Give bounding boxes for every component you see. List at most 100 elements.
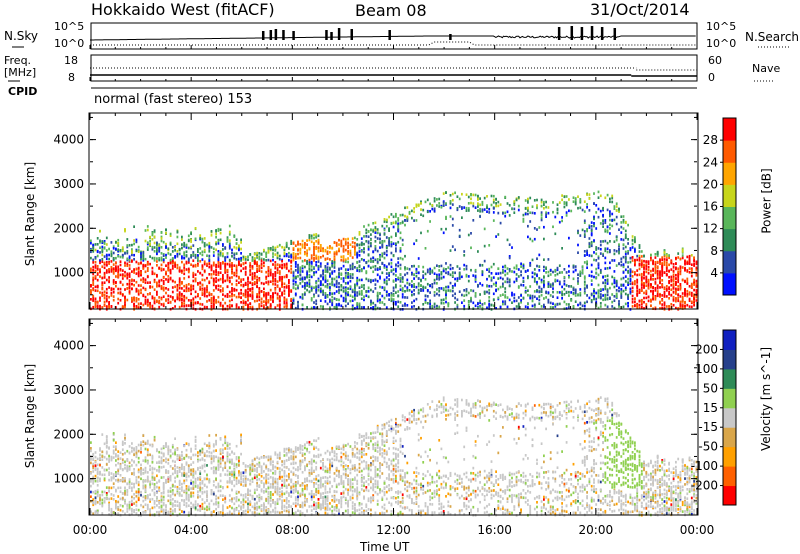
range-cell	[577, 282, 579, 285]
range-cell	[99, 269, 101, 272]
range-cell	[679, 300, 682, 304]
range-cell	[171, 307, 174, 310]
range-cell	[672, 279, 675, 282]
range-cell	[197, 262, 199, 266]
range-cell	[654, 298, 657, 301]
range-cell	[119, 497, 122, 501]
range-cell	[192, 253, 195, 256]
range-cell	[629, 290, 632, 293]
range-cell	[360, 289, 363, 293]
range-cell	[294, 276, 297, 279]
range-cell	[449, 194, 452, 197]
range-cell	[108, 446, 110, 450]
range-cell	[445, 215, 447, 219]
range-cell	[661, 256, 664, 259]
range-cell	[556, 279, 559, 282]
range-cell	[272, 263, 274, 266]
range-cell	[609, 250, 611, 254]
range-cell	[367, 259, 370, 263]
range-cell	[363, 250, 365, 254]
range-cell	[146, 293, 149, 296]
range-cell	[586, 203, 588, 206]
range-cell	[663, 306, 666, 310]
range-cell	[342, 290, 345, 293]
range-cell	[253, 281, 256, 284]
range-cell	[292, 271, 295, 275]
range-cell	[627, 265, 629, 269]
range-cell	[561, 219, 563, 223]
range-cell	[99, 251, 101, 254]
range-cell	[231, 294, 233, 298]
range-cell	[654, 289, 657, 292]
range-cell	[656, 250, 659, 254]
range-cell	[190, 299, 192, 302]
range-cell	[149, 302, 151, 305]
range-cell	[426, 282, 429, 286]
range-cell	[583, 275, 586, 278]
range-cell	[310, 262, 313, 265]
range-cell	[105, 299, 108, 303]
range-cell	[283, 296, 286, 300]
range-cell	[358, 243, 361, 247]
range-cell	[110, 305, 113, 308]
nsky-trace	[90, 35, 696, 41]
range-cell	[194, 237, 197, 241]
range-cell	[595, 297, 598, 301]
range-cell	[390, 299, 393, 303]
range-cell	[624, 288, 627, 291]
range-cell	[347, 250, 349, 253]
range-cell	[326, 266, 329, 269]
range-cell	[650, 278, 652, 281]
range-cell	[131, 499, 133, 503]
range-cell	[215, 242, 217, 246]
range-cell	[497, 272, 500, 275]
range-cell	[278, 263, 281, 267]
range-cell	[511, 207, 513, 211]
range-cell	[615, 295, 618, 299]
range-cell	[363, 247, 365, 251]
range-cell	[693, 281, 695, 284]
range-cell	[126, 490, 129, 494]
range-cell	[338, 249, 340, 253]
range-cell	[212, 263, 215, 267]
range-cell	[178, 284, 181, 287]
range-cell	[640, 302, 643, 306]
range-cell	[92, 453, 95, 457]
range-cell	[187, 304, 190, 307]
range-cell	[451, 294, 454, 297]
range-cell	[590, 233, 593, 237]
range-cell	[267, 282, 270, 286]
range-cell	[367, 241, 370, 245]
nsky-spike	[269, 30, 273, 40]
range-cell	[183, 266, 186, 269]
range-cell	[622, 283, 625, 287]
range-cell	[260, 266, 263, 270]
range-cell	[308, 274, 311, 277]
range-cell	[583, 210, 586, 213]
range-cell	[187, 275, 190, 279]
range-cell	[185, 268, 188, 271]
range-cell	[119, 255, 122, 259]
range-cell	[285, 267, 288, 270]
range-cell	[160, 252, 163, 255]
range-cell	[201, 266, 204, 269]
range-cell	[568, 264, 570, 268]
range-cell	[117, 265, 120, 269]
range-cell	[224, 259, 227, 262]
range-cell	[615, 205, 618, 208]
range-cell	[137, 266, 140, 270]
range-cell	[115, 513, 117, 516]
range-cell	[313, 286, 315, 289]
range-cell	[495, 281, 497, 285]
range-cell	[401, 276, 404, 279]
range-cell	[258, 293, 261, 296]
range-cell	[490, 272, 493, 275]
range-cell	[563, 280, 566, 283]
range-cell	[142, 257, 145, 261]
range-cell	[365, 271, 368, 275]
range-cell	[376, 249, 379, 253]
range-cell	[201, 240, 204, 244]
range-cell	[140, 278, 142, 282]
range-cell	[424, 301, 427, 304]
range-cell	[606, 250, 609, 254]
